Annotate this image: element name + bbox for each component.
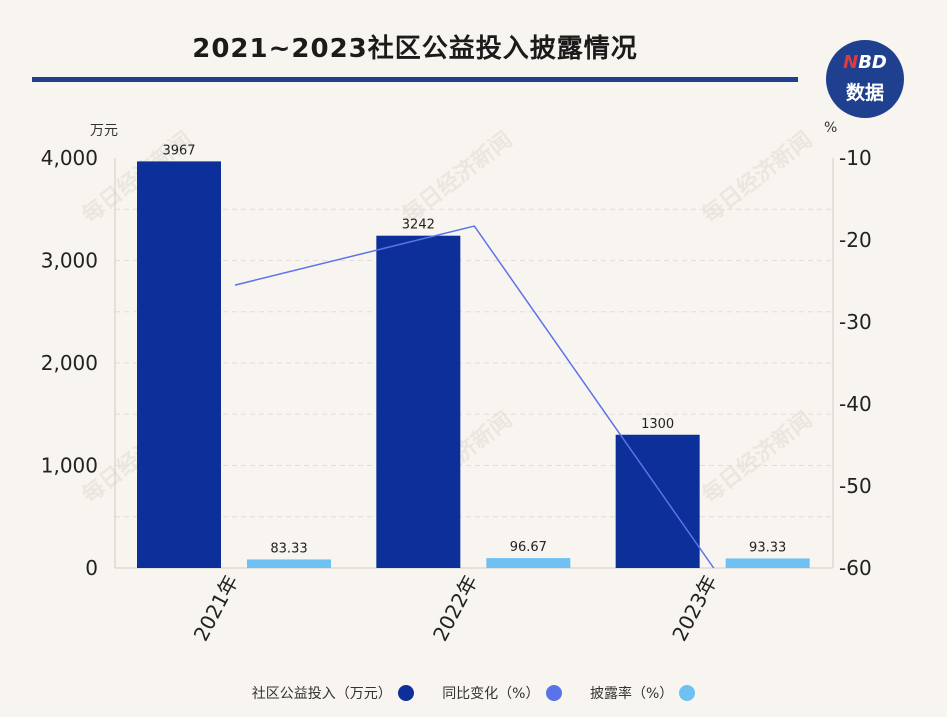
legend-swatch-invest	[397, 685, 414, 701]
bar-value-label: 3967	[162, 143, 195, 158]
bar	[615, 434, 700, 568]
left-tick-label: 1,000	[41, 454, 98, 478]
legend-item-rate: 披露率（%）	[590, 683, 696, 703]
bar-value-label: 93.33	[749, 540, 786, 555]
left-tick-label: 0	[85, 556, 98, 580]
bar-value-label: 3242	[402, 218, 435, 233]
bar	[137, 161, 221, 568]
left-tick-label: 4,000	[41, 146, 98, 170]
legend-swatch-yoy	[545, 685, 562, 701]
line-series	[234, 225, 715, 569]
bar-value-label: 83.33	[270, 541, 307, 556]
legend-swatch-rate	[679, 685, 696, 701]
bar	[376, 235, 461, 568]
legend-item-invest: 社区公益投入（万元）	[252, 683, 414, 703]
right-tick-label: -50	[839, 474, 872, 498]
x-tick-label: 2022年	[428, 571, 482, 645]
right-tick-label: -30	[839, 310, 872, 334]
legend: 社区公益投入（万元） 同比变化（%） 披露率（%）	[0, 683, 947, 703]
left-axis-unit: 万元	[90, 123, 118, 139]
bar	[486, 558, 571, 568]
bar-value-label: 96.67	[510, 540, 547, 555]
x-tick-label: 2021年	[189, 571, 243, 645]
nbd-logo: NBD 数据	[826, 40, 904, 118]
bar-value-label: 1300	[641, 417, 674, 432]
bar	[725, 558, 810, 568]
left-tick-label: 3,000	[41, 249, 98, 273]
right-tick-label: -40	[839, 392, 872, 416]
bar	[247, 559, 331, 568]
right-axis-unit: %	[824, 120, 838, 136]
right-tick-label: -20	[839, 228, 872, 252]
right-tick-label: -10	[839, 146, 872, 170]
title-underline	[32, 77, 798, 82]
chart-title: 2021~2023社区公益投入披露情况	[192, 34, 638, 64]
logo-text-top: NBD	[843, 52, 887, 73]
left-tick-label: 2,000	[41, 351, 98, 375]
logo-text-bottom: 数据	[845, 82, 884, 104]
legend-item-yoy: 同比变化（%）	[442, 683, 562, 703]
x-tick-label: 2023年	[667, 571, 721, 645]
right-tick-label: -60	[839, 556, 872, 580]
